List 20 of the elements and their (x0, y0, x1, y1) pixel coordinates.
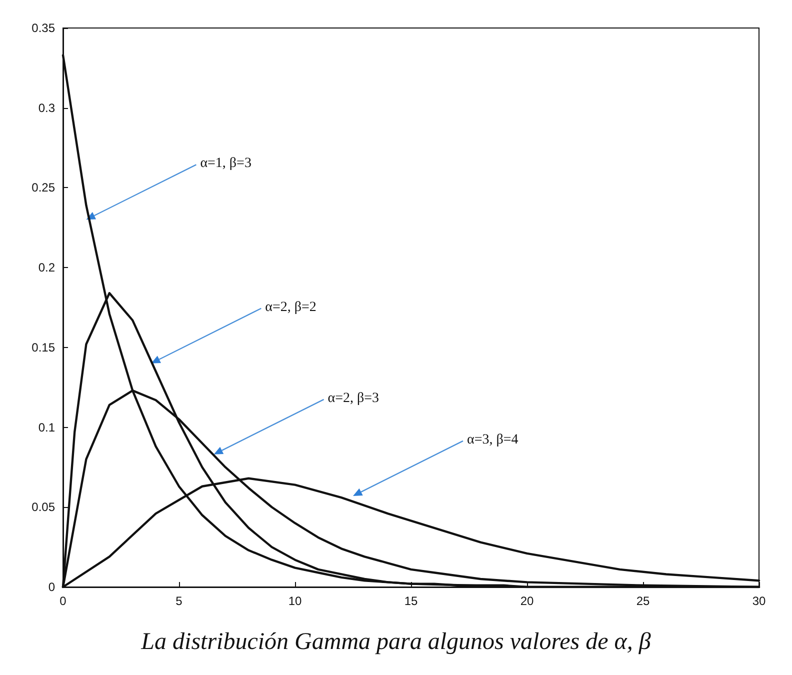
x-tick-label: 5 (176, 594, 183, 608)
x-tick-label: 10 (288, 594, 302, 608)
annotation: α=2, β=3 (328, 390, 380, 406)
x-tick-label: 15 (404, 594, 418, 608)
y-tick-label: 0 (48, 580, 56, 594)
y-tick-label: 0.35 (32, 21, 56, 35)
y-tick-label: 0.3 (38, 100, 56, 115)
x-tick-label: 25 (636, 594, 650, 608)
annotation: α=2, β=2 (265, 300, 316, 315)
y-tick-label: 0.25 (32, 180, 56, 195)
annotation: α=1, β=3 (200, 156, 252, 172)
text: La distribución Gamma para algunos valores de α, β (140, 629, 651, 655)
y-tick-label: 0.05 (32, 500, 56, 514)
y-tick-label: 0.1 (38, 420, 56, 434)
y-tick-label: 0.2 (38, 260, 56, 275)
annotation: α=3, β=4 (467, 432, 518, 448)
x-tick-label: 20 (520, 594, 534, 608)
y-tick-label: 0.15 (32, 340, 56, 354)
x-tick-label: 30 (752, 594, 766, 608)
x-tick-label: 0 (60, 594, 67, 608)
